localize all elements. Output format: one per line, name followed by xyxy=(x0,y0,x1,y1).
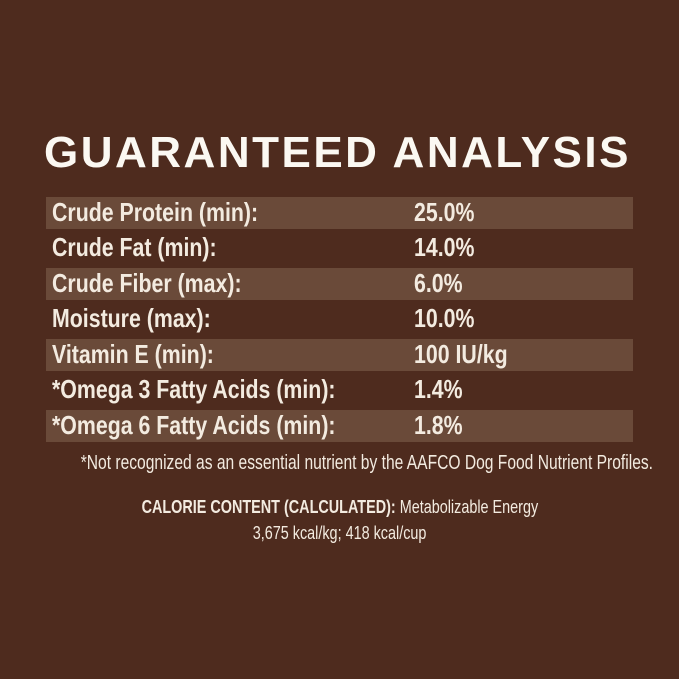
aafco-footnote: *Not recognized as an essential nutrient… xyxy=(0,452,679,474)
calorie-content-heading-line: CALORIE CONTENT (CALCULATED): Metaboliza… xyxy=(141,498,538,516)
nutrient-label: Crude Fiber (max): xyxy=(52,267,242,298)
table-row: *Omega 6 Fatty Acids (min): 1.8% xyxy=(46,408,633,444)
calorie-values-line: 3,675 kcal/kg; 418 kcal/cup xyxy=(0,524,679,542)
nutrient-label: Vitamin E (min): xyxy=(52,338,214,369)
analysis-table: Crude Protein (min): 25.0% Crude Fat (mi… xyxy=(46,195,633,444)
nutrient-value: 25.0% xyxy=(414,196,475,227)
nutrient-value: 10.0% xyxy=(414,303,475,334)
calorie-content-heading: CALORIE CONTENT (CALCULATED): xyxy=(141,497,396,517)
nutrient-value: 1.4% xyxy=(414,374,463,405)
nutrient-label: Crude Protein (min): xyxy=(52,196,259,227)
table-row: Vitamin E (min): 100 IU/kg xyxy=(46,337,633,373)
nutrient-label: *Omega 6 Fatty Acids (min): xyxy=(52,409,336,440)
nutrient-label: Moisture (max): xyxy=(52,303,211,334)
table-row: Crude Protein (min): 25.0% xyxy=(46,195,633,231)
table-row: *Omega 3 Fatty Acids (min): 1.4% xyxy=(46,373,633,409)
aafco-footnote-text: *Not recognized as an essential nutrient… xyxy=(80,452,654,474)
page-title: GUARANTEED ANALYSIS xyxy=(44,128,631,177)
calorie-content-line: CALORIE CONTENT (CALCULATED): Metaboliza… xyxy=(0,498,679,516)
nutrient-label: *Omega 3 Fatty Acids (min): xyxy=(52,374,336,405)
nutrient-value: 14.0% xyxy=(414,232,475,263)
calorie-content-description: Metabolizable Energy xyxy=(399,497,538,517)
nutrient-value: 6.0% xyxy=(414,267,463,298)
nutrient-value: 1.8% xyxy=(414,409,463,440)
table-row: Crude Fiber (max): 6.0% xyxy=(46,266,633,302)
calorie-content-values: 3,675 kcal/kg; 418 kcal/cup xyxy=(252,523,427,543)
table-row: Moisture (max): 10.0% xyxy=(46,302,633,338)
nutrient-value: 100 IU/kg xyxy=(414,338,508,369)
table-row: Crude Fat (min): 14.0% xyxy=(46,231,633,267)
nutrient-label: Crude Fat (min): xyxy=(52,232,217,263)
